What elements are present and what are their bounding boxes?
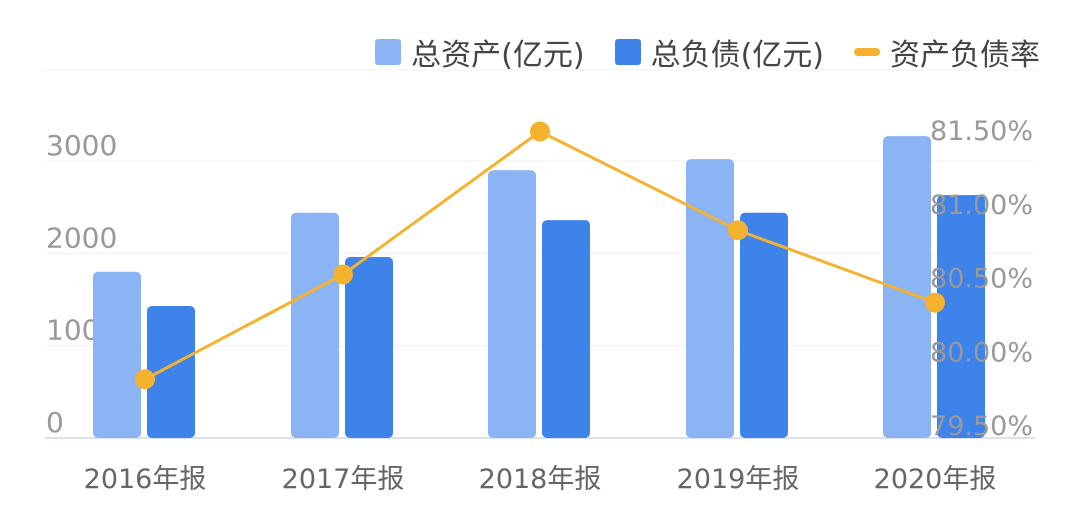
legend-item-total-liabilities[interactable]: 总负债(亿元) [614,30,824,74]
point-debt-ratio [530,121,550,142]
bar-total-liabilities [345,257,393,438]
legend-swatch-total-liabilities [614,39,641,65]
legend-swatch-debt-ratio [854,48,880,56]
legend-label: 总资产(亿元) [411,38,585,73]
line-debt-ratio [144,129,936,381]
legend-label: 总负债(亿元) [650,38,824,73]
y-right-tick-label: 79.50% [930,411,1033,442]
point-debt-ratio [333,264,353,285]
bar-total-assets [686,159,734,439]
point-debt-ratio [925,292,945,313]
bar-total-liabilities [147,305,195,438]
y-right-tick-label: 80.00% [930,337,1033,368]
x-tick-label: 2017年报 [282,464,405,495]
legend: 总资产(亿元) 总负债(亿元) 资产负债率 [375,30,1040,74]
legend-label: 资产负债率 [890,38,1040,73]
bar-total-assets [488,170,536,438]
y-left-tick-label: 3000 [46,129,117,162]
y-left-tick-label: 0 [46,406,64,439]
bar-total-liabilities [740,212,788,438]
bar-total-assets [883,136,931,438]
x-tick-label: 2020年报 [874,464,997,495]
bar-total-liabilities [937,195,985,438]
y-right-tick-label: 80.50% [930,264,1033,295]
y-left-tick-label: 2000 [46,221,117,254]
point-debt-ratio [728,220,748,241]
point-debt-ratio [135,369,155,390]
y-right-tick-label: 81.00% [930,190,1033,221]
bar-total-liabilities [542,220,590,438]
x-tick-label: 2016年报 [84,464,207,495]
x-tick-label: 2018年报 [479,464,602,495]
bar-total-assets [93,271,141,438]
legend-item-debt-ratio[interactable]: 资产负债率 [854,30,1040,74]
legend-item-total-assets[interactable]: 总资产(亿元) [375,30,585,74]
y-right-tick-label: 81.50% [930,116,1033,147]
x-tick-label: 2019年报 [677,464,800,495]
legend-swatch-total-assets [375,39,402,65]
bar-total-assets [291,212,339,438]
